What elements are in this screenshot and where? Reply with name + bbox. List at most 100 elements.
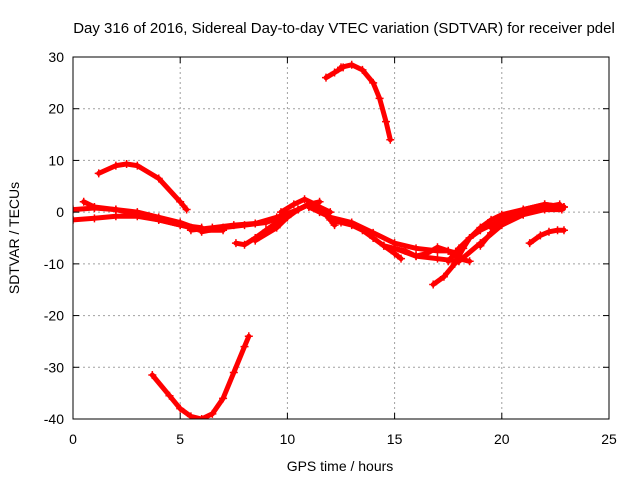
y-tick-label: -10 — [44, 256, 64, 272]
data-point — [219, 394, 228, 403]
data-point — [347, 221, 356, 230]
data-point — [229, 368, 238, 377]
y-tick-label: -40 — [44, 411, 64, 427]
data-point — [444, 246, 453, 255]
data-point — [358, 226, 367, 235]
data-point — [94, 169, 103, 178]
data-point — [536, 231, 545, 240]
data-point — [487, 223, 496, 232]
data-point — [544, 227, 553, 236]
data-point — [122, 160, 131, 169]
y-axis-label: SDTVAR / TECUs — [6, 182, 22, 294]
data-point — [519, 205, 528, 214]
data-point — [186, 412, 195, 419]
data-point — [244, 332, 253, 341]
y-axis-ticks: -40 -30 -20 -10 0 10 20 30 — [44, 49, 609, 427]
data-point — [79, 197, 88, 206]
data-point — [283, 213, 292, 222]
data-point — [397, 254, 406, 263]
data-point — [304, 202, 313, 211]
x-axis-ticks: 0 5 10 15 20 25 — [69, 57, 617, 447]
data-point — [90, 202, 99, 211]
x-tick-label: 0 — [69, 431, 77, 447]
x-tick-label: 10 — [280, 431, 296, 447]
data-point — [433, 254, 442, 263]
data-point — [433, 243, 442, 252]
data-point — [559, 226, 568, 235]
data-point — [73, 215, 77, 224]
y-tick-label: 10 — [48, 152, 64, 168]
data-point — [261, 218, 270, 227]
data-point — [454, 244, 463, 253]
data-point — [111, 205, 120, 214]
y-tick-label: 0 — [56, 204, 64, 220]
y-tick-label: 20 — [48, 101, 64, 117]
data-point — [476, 223, 485, 232]
data-point — [559, 202, 568, 211]
series-arc-5 — [149, 333, 252, 419]
data-point — [272, 223, 281, 232]
data-point — [465, 257, 474, 266]
x-tick-label: 20 — [494, 431, 510, 447]
data-point — [412, 252, 421, 261]
data-point — [450, 259, 459, 268]
data-point — [358, 65, 367, 74]
data-point — [422, 249, 431, 258]
data-point — [382, 117, 391, 126]
x-axis-label: GPS time / hours — [287, 458, 394, 474]
data-point — [487, 215, 496, 224]
data-point — [289, 200, 298, 209]
data-point — [444, 257, 453, 266]
data-point — [186, 226, 195, 235]
data-point — [276, 208, 285, 217]
data-point — [219, 223, 228, 232]
data-point — [337, 218, 345, 227]
data-point — [294, 205, 303, 214]
series-arc-13 — [338, 62, 393, 143]
data-point — [197, 227, 206, 236]
data-point — [176, 221, 185, 230]
data-point — [347, 60, 356, 69]
data-point — [369, 234, 378, 242]
data-point — [182, 205, 191, 214]
chart-title: Day 316 of 2016, Sidereal Day-to-day VTE… — [73, 20, 615, 37]
data-point — [73, 205, 77, 214]
data-point — [176, 197, 185, 206]
data-point — [379, 241, 388, 250]
series-arc-4 — [96, 161, 190, 213]
y-tick-label: -30 — [44, 359, 64, 375]
data-point — [133, 210, 142, 219]
data-point — [429, 280, 438, 289]
data-point — [375, 94, 384, 103]
y-tick-label: 30 — [48, 49, 64, 65]
data-point — [148, 371, 157, 380]
data-point — [111, 212, 120, 221]
data-point — [208, 409, 217, 418]
data-point — [240, 342, 249, 351]
data-point — [326, 215, 335, 224]
data-point — [315, 208, 324, 217]
data-point — [525, 239, 534, 248]
x-tick-label: 15 — [387, 431, 403, 447]
data-point — [330, 68, 339, 77]
data-point — [240, 221, 249, 230]
data-point — [369, 78, 378, 87]
data-point — [197, 415, 206, 419]
grid — [73, 57, 609, 419]
data-point — [176, 404, 185, 413]
x-tick-label: 5 — [176, 431, 184, 447]
data-point — [90, 214, 99, 223]
data-point — [251, 236, 260, 245]
x-tick-label: 25 — [601, 431, 617, 447]
data-point — [300, 195, 309, 204]
data-point — [476, 241, 485, 250]
data-point — [111, 161, 120, 170]
data-point — [390, 244, 399, 253]
data-point — [154, 174, 163, 183]
data-point — [154, 215, 163, 224]
y-tick-label: -20 — [44, 308, 64, 324]
data-point — [311, 200, 320, 209]
data-point — [412, 244, 421, 253]
data-point — [240, 240, 249, 249]
